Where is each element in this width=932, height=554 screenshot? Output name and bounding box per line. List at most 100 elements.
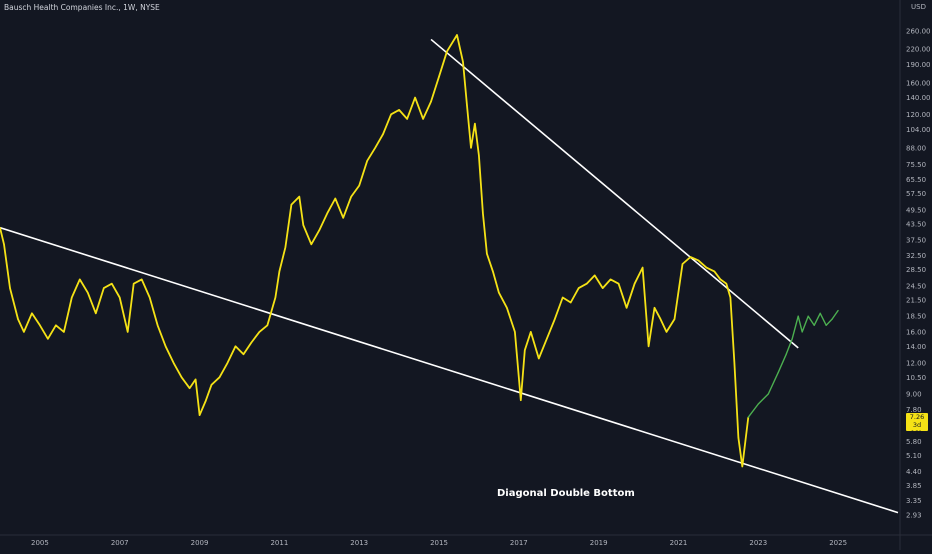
last-price-value: 7.26	[909, 413, 925, 421]
price-point	[210, 384, 213, 386]
y-tick-label: 160.00	[906, 80, 931, 88]
y-tick-label: 18.50	[906, 313, 926, 321]
x-tick-label: 2007	[111, 539, 129, 547]
price-point	[562, 296, 564, 299]
price-point	[470, 147, 472, 149]
y-tick-label: 10.50	[906, 374, 926, 382]
y-tick-label: 75.50	[906, 161, 926, 169]
price-point	[188, 387, 191, 389]
price-point	[492, 270, 494, 273]
y-tick-label: 2.93	[906, 512, 922, 520]
price-point	[729, 296, 731, 299]
price-point	[538, 357, 540, 360]
price-point	[406, 118, 408, 120]
y-tick-label: 16.00	[906, 328, 926, 336]
price-point	[757, 403, 759, 405]
price-point	[825, 324, 827, 326]
price-point	[390, 113, 392, 115]
price-point	[218, 376, 221, 378]
y-tick-label: 9.00	[906, 390, 922, 398]
price-point	[258, 331, 261, 333]
price-point	[31, 312, 33, 314]
x-tick-label: 2015	[430, 539, 448, 547]
price-point	[486, 253, 488, 255]
bar-countdown: 3d 18h	[910, 421, 924, 437]
price-point	[302, 224, 304, 226]
price-point	[641, 267, 644, 269]
price-point	[127, 331, 129, 333]
pattern-annotation: Diagonal Double Bottom	[497, 488, 635, 499]
price-point	[274, 296, 276, 299]
y-tick-label: 7.80	[906, 406, 922, 414]
price-point	[63, 331, 65, 333]
price-point	[813, 324, 815, 326]
price-point	[719, 278, 721, 281]
price-point	[586, 283, 588, 285]
price-point	[119, 296, 121, 299]
y-tick-label: 32.50	[906, 252, 926, 260]
price-point	[737, 437, 739, 439]
price-point	[141, 278, 143, 281]
price-point	[659, 318, 662, 320]
price-point	[831, 318, 833, 320]
price-point	[278, 270, 280, 273]
price-point	[498, 292, 500, 294]
price-point	[514, 331, 516, 333]
price-series-line-2	[747, 310, 839, 418]
price-point	[284, 246, 286, 248]
y-tick-label: 57.50	[906, 190, 926, 198]
y-tick-label: 3.85	[906, 482, 922, 490]
price-point	[741, 465, 743, 468]
price-point	[456, 34, 458, 36]
price-point	[733, 362, 735, 364]
x-tick-label: 2005	[31, 539, 49, 547]
y-tick-label: 65.50	[906, 176, 926, 184]
last-price-badge: 7.26 3d 18h	[906, 413, 928, 437]
y-tick-label: 3.35	[906, 497, 922, 505]
price-point	[665, 331, 668, 333]
price-point	[3, 243, 5, 245]
y-tick-label: 21.50	[906, 296, 926, 304]
price-point	[524, 349, 526, 351]
price-point	[165, 345, 167, 347]
price-point	[801, 331, 803, 333]
price-point	[111, 283, 113, 285]
y-tick-label: 260.00	[906, 27, 931, 35]
y-tick-label: 104.00	[906, 126, 931, 134]
price-point	[149, 296, 151, 299]
y-tick-label: 24.50	[906, 282, 926, 290]
price-point	[647, 345, 650, 347]
price-series-line-1	[0, 34, 750, 468]
price-point	[673, 318, 676, 320]
x-tick-label: 2011	[270, 539, 288, 547]
price-point	[482, 212, 484, 214]
price-point	[446, 50, 448, 52]
price-point	[520, 399, 522, 401]
price-point	[414, 97, 416, 99]
price-point	[602, 287, 604, 289]
price-point	[242, 353, 245, 355]
price-point	[618, 283, 620, 285]
price-point	[374, 147, 376, 149]
x-tick-label: 2017	[510, 539, 528, 547]
price-point	[807, 315, 809, 317]
price-point	[578, 287, 580, 289]
price-point	[250, 341, 253, 344]
trendline-2	[430, 38, 799, 349]
price-point	[653, 307, 656, 309]
price-point	[474, 123, 476, 125]
price-point	[478, 154, 480, 157]
price-point	[785, 353, 787, 355]
price-point	[79, 278, 81, 281]
x-tick-label: 2019	[590, 539, 608, 547]
price-point	[382, 133, 384, 135]
price-point	[438, 76, 440, 78]
price-point	[633, 283, 636, 285]
y-tick-label: 28.50	[906, 266, 926, 274]
price-point	[462, 61, 464, 63]
price-point	[103, 287, 105, 289]
price-point	[55, 324, 57, 326]
price-point	[777, 371, 779, 373]
